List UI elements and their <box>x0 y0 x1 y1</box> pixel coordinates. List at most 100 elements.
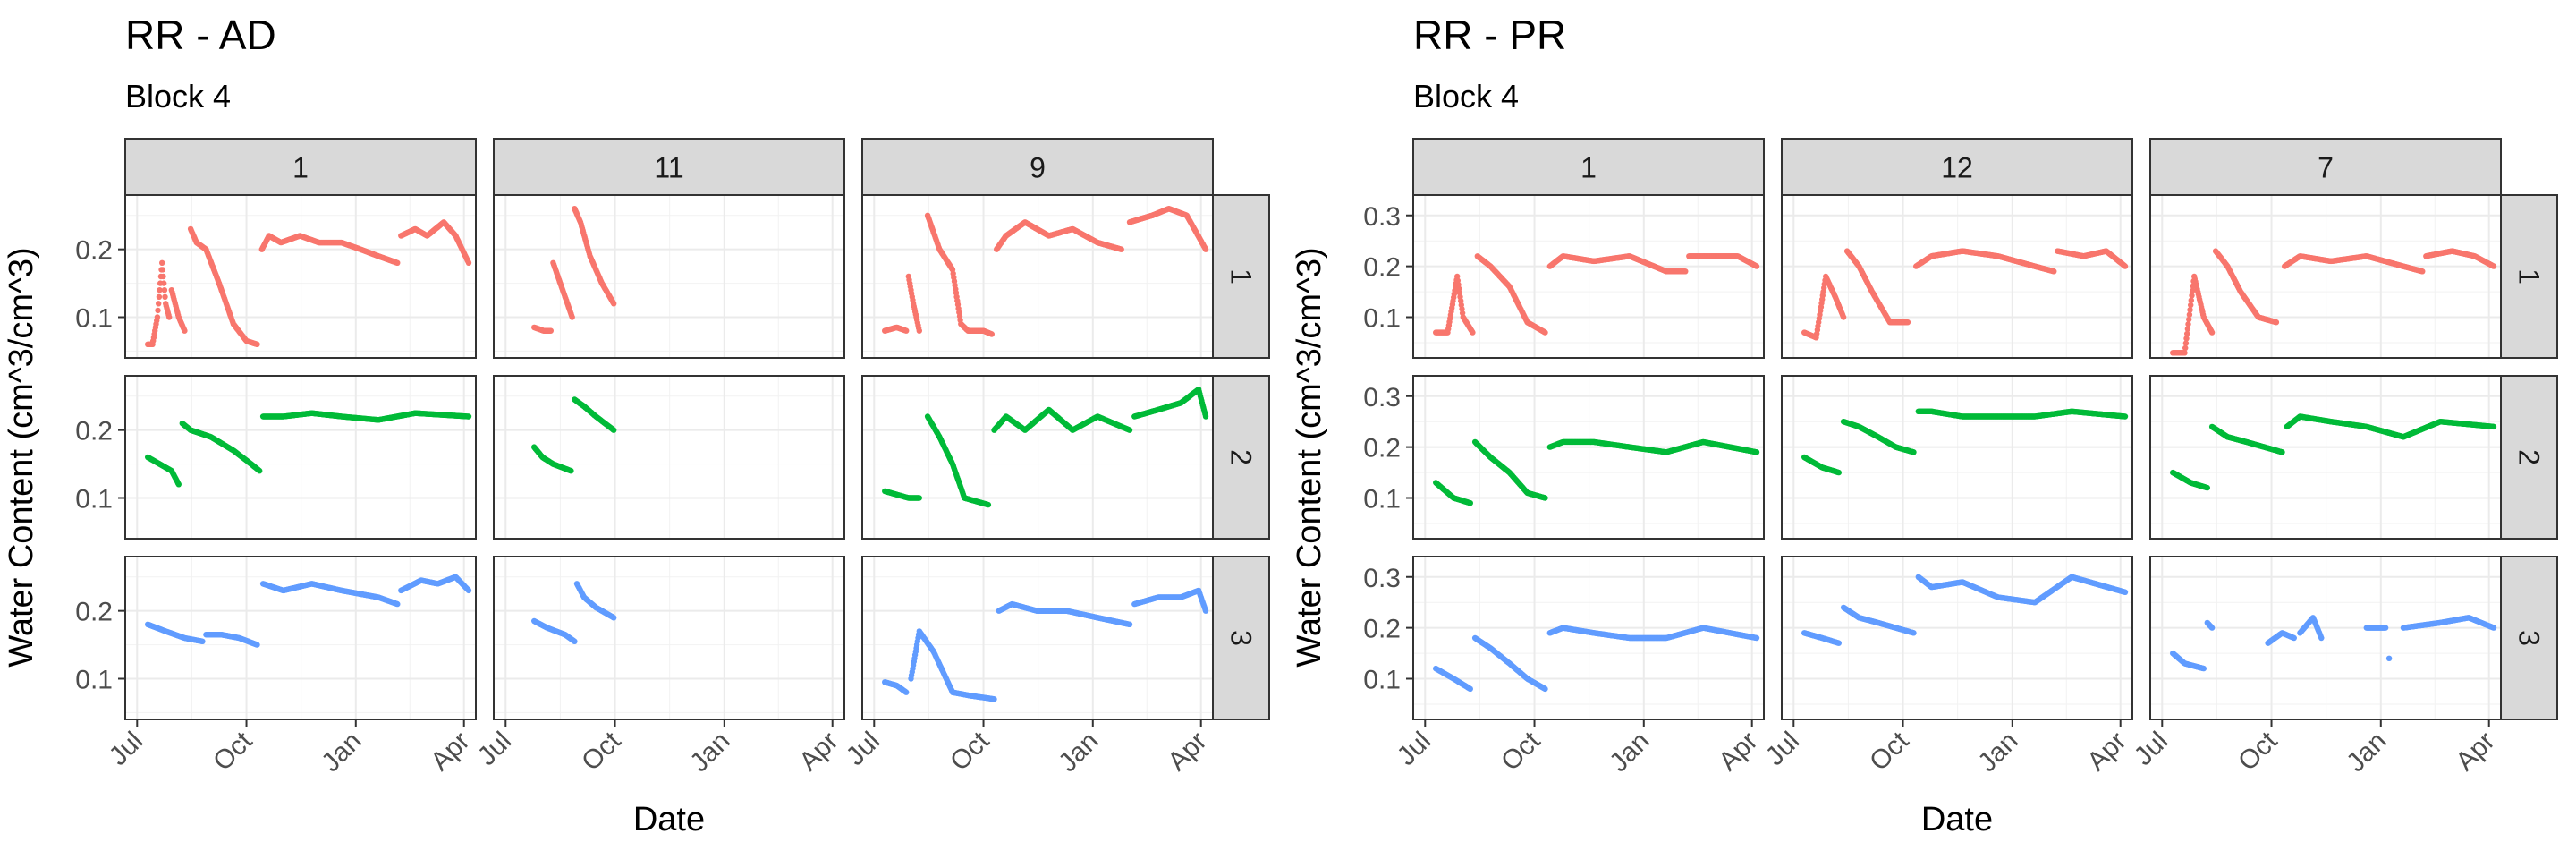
column-strip-label: 1 <box>1580 152 1597 184</box>
data-point <box>2186 311 2193 318</box>
x-tick-label: Apr <box>1162 727 1212 777</box>
y-tick-label: 0.2 <box>75 598 113 627</box>
x-tick-label: Oct <box>208 726 258 777</box>
panel-11-1 <box>493 194 845 359</box>
data-point <box>1126 427 1133 433</box>
column-strip-label: 7 <box>2318 152 2334 184</box>
x-tick-label: Apr <box>425 727 475 777</box>
data-point <box>159 267 166 273</box>
x-tick-label: Jul <box>841 727 886 771</box>
x-tick-label: Jul <box>104 727 148 771</box>
y-tick-label: 0.2 <box>75 417 113 447</box>
row-strip-label: 2 <box>2513 449 2546 465</box>
data-point <box>2122 263 2129 269</box>
data-point <box>2184 326 2191 332</box>
data-point <box>991 696 997 702</box>
data-point <box>611 427 617 433</box>
panel-background <box>2150 195 2501 358</box>
x-tick-label: Apr <box>793 727 843 777</box>
panel-1-3: 0.1 0.2 Jul Oct Jan Apr <box>75 556 477 778</box>
data-point <box>465 259 472 266</box>
data-point <box>1753 263 1760 269</box>
data-point <box>572 638 578 644</box>
x-tick-label: Oct <box>945 726 996 777</box>
data-point <box>199 638 206 644</box>
column-strip-label: 9 <box>1030 152 1046 184</box>
column-strip <box>861 138 1214 196</box>
data-point <box>2182 344 2189 352</box>
data-point <box>154 314 161 320</box>
data-point <box>155 307 161 314</box>
figure-title: RR - PR <box>1413 12 1566 58</box>
data-point <box>465 413 472 420</box>
column-strip <box>493 138 845 196</box>
y-axis-title: Water Content (cm^3/cm^3) <box>3 247 40 667</box>
y-tick-label: 0.1 <box>75 666 113 695</box>
column-strip-label: 12 <box>1941 152 1973 184</box>
row-strip-label: 3 <box>1225 630 1258 646</box>
y-tick-label: 0.2 <box>75 236 113 266</box>
data-point <box>568 468 574 474</box>
data-point <box>394 600 401 608</box>
data-point <box>257 468 263 474</box>
x-axis-title: Date <box>633 801 705 838</box>
data-point <box>2273 319 2280 326</box>
data-point <box>569 314 575 320</box>
x-tick-label: Oct <box>576 726 627 777</box>
panel-background <box>862 376 1213 539</box>
data-point <box>2188 297 2194 303</box>
data-point <box>166 314 173 320</box>
panel-background <box>125 195 476 358</box>
x-tick-label: Jan <box>316 727 368 778</box>
data-point <box>1682 268 1689 275</box>
panel-9-1 <box>861 194 1214 359</box>
panel-1-2: 0.10.2 <box>75 375 477 540</box>
panel-background <box>1782 195 2132 358</box>
data-point <box>611 615 617 621</box>
data-point <box>162 293 168 300</box>
data-point <box>175 481 182 488</box>
data-point <box>1904 319 1911 326</box>
data-point <box>985 501 992 508</box>
row-strip-label: 3 <box>2513 630 2546 646</box>
column-strip-label: 1 <box>292 152 309 184</box>
data-point <box>159 259 165 266</box>
data-point <box>1470 329 1476 336</box>
data-point <box>916 495 923 501</box>
data-point <box>1202 413 1209 420</box>
data-point <box>156 293 163 300</box>
figure-subtitle: Block 4 <box>125 78 231 115</box>
y-tick-label: 0.2 <box>1363 253 1401 283</box>
panel-7-1 <box>2149 194 2502 359</box>
data-point <box>1126 621 1133 627</box>
panel-background <box>862 195 1213 358</box>
x-tick-label: Jan <box>1053 727 1105 778</box>
data-point <box>465 587 472 594</box>
panel-background <box>125 376 476 539</box>
panel-border <box>124 194 477 359</box>
panel-1-1: 0.1 0.2 <box>75 194 477 359</box>
data-point <box>1118 246 1124 252</box>
panel-1-1: 0.1 0.2 0.3 <box>1363 194 1765 359</box>
data-point <box>611 301 617 307</box>
row-strip-label: 1 <box>2513 268 2546 285</box>
data-point <box>1202 246 1209 252</box>
data-point <box>988 331 996 337</box>
panel-9-3: Jul Oct Jan Apr <box>841 556 1214 778</box>
data-point <box>1542 329 1548 336</box>
y-tick-label: 0.3 <box>1363 202 1401 232</box>
data-point <box>2208 329 2216 336</box>
row-strip <box>1212 375 1270 540</box>
data-point <box>916 327 923 334</box>
panel-background <box>494 557 844 719</box>
row-strip <box>1212 194 1270 359</box>
row-strip-label: 2 <box>1225 449 1258 465</box>
panel-11-3: Jul Oct Jan Apr <box>472 556 845 778</box>
column-strip-label: 11 <box>654 152 683 184</box>
y-tick-label: 0.1 <box>75 304 113 334</box>
y-tick-label: 0.1 <box>1363 304 1401 334</box>
x-tick-label: Jan <box>684 727 736 778</box>
data-point <box>394 259 401 266</box>
